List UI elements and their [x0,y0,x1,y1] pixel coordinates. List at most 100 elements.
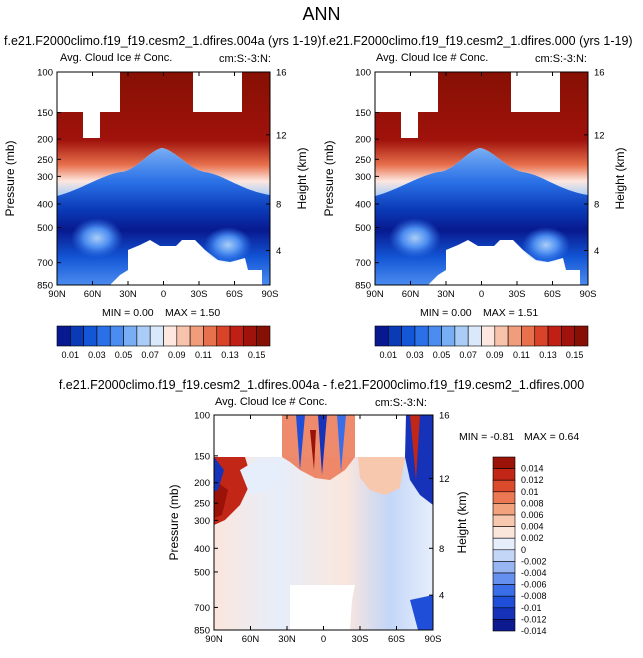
colorbar-swatch [96,325,111,347]
x-tick-label: 0 [161,289,166,300]
colorbar-swatch [427,325,442,347]
left-region-label: cm:S:-3:N: [219,53,271,65]
colorbar-swatch [243,325,257,347]
right-blob-sh [522,227,570,263]
y-tick-label: 400 [355,200,371,211]
y-right-tick-label: 4 [594,246,599,257]
y-tick-label: 250 [37,155,53,166]
x-tick-label: 90S [425,634,442,645]
y-tick-label: 700 [355,258,371,269]
colorbar-label: 0.01 [62,350,80,360]
x-tick-label: 60N [242,634,260,645]
y-tick-label: 200 [194,478,210,489]
y-right-tick-label: 16 [276,68,287,79]
y-tick-label: 850 [194,626,210,637]
x-tick-label: 30N [437,289,455,300]
y-right-tick-label: 4 [439,591,444,602]
colorbar-swatch [203,325,218,347]
y-tick-label: 500 [37,223,53,234]
x-tick-label: 90N [48,289,66,300]
x-tick-label: 30S [509,289,526,300]
right-region-label: cm:S:-3:N: [535,53,587,65]
y-tick-label: 150 [355,108,371,119]
x-tick-label: 90S [262,289,279,300]
colorbar-swatch [70,325,84,347]
colorbar-swatch [176,325,191,347]
y-right-tick-label: 8 [439,544,444,555]
panel-left-axes: 90N 60N 30N 0 30S 60S 90S 100 150 200 250 300 400 500… [3,68,309,301]
colorbar-label: 0.15 [248,350,266,360]
y-tick-label: 250 [355,155,371,166]
x-tick-label: 60S [388,634,405,645]
colorbar-swatch [441,325,456,347]
x-tick-label: 30N [119,289,137,300]
y-right-tick-label: 12 [276,130,287,141]
right-variable-label: Avg. Cloud Ice # Conc. [376,52,489,64]
colorbar-label: 0.13 [539,350,557,360]
colorbar-label: 0.13 [221,350,239,360]
y-tick-label: 700 [37,258,53,269]
y-tick-label: 300 [194,516,210,527]
colorbar-label: 0.05 [433,350,451,360]
page-title: ANN [302,4,341,24]
y-tick-label: 850 [37,281,53,292]
colorbar-swatch [467,325,482,347]
x-tick-label: 60N [402,289,420,300]
colorbar-swatch [83,325,98,347]
y-axis-title: Pressure (mb) [167,484,181,560]
x-tick-label: 60N [84,289,102,300]
left-contour-panel [56,71,271,286]
y-tick-label: 200 [355,135,371,146]
colorbar-label: 0.03 [406,350,424,360]
colorbar-label: 0.008 [521,498,544,508]
colorbar-label: 0.11 [513,350,530,360]
colorbar-swatch [492,514,516,527]
diff-case-title: f.e21.F2000climo.f19_f19.cesm2_1.dfires.… [58,378,585,392]
right-ice-upper-field [375,72,588,196]
x-tick-label: 60S [226,289,243,300]
panel-right-colorbar: 0.01 0.03 0.05 0.07 0.09 0.11 0.13 0.15 [374,325,589,360]
colorbar-label: 0.014 [521,464,544,474]
colorbar-swatch [492,572,516,585]
diff-variable-label: Avg. Cloud Ice # Conc. [215,396,328,408]
y-right-tick-label: 8 [594,200,599,211]
colorbar-swatch [492,549,516,562]
colorbar-swatch [229,325,244,347]
colorbar-swatch [401,325,416,347]
colorbar-swatch [414,325,429,347]
y-tick-label: 300 [37,172,53,183]
y-tick-label: 100 [355,68,371,79]
x-tick-label: 60S [544,289,561,300]
colorbar-label: -0.012 [521,614,547,624]
colorbar-label: -0.006 [521,580,547,590]
x-tick-label: 0 [321,634,326,645]
colorbar-swatch [481,325,496,347]
y-tick-label: 150 [194,451,210,462]
y-right-axis-title: Height (km) [613,147,627,209]
right-max-text: MAX = 1.51 [483,307,539,319]
x-tick-label: 0 [479,289,484,300]
right-case-title: f.e21.F2000climo.f19_f19.cesm2_1.dfires.… [322,34,633,48]
colorbar-label: 0.11 [195,350,212,360]
diff-max-text: MAX = 0.64 [524,431,580,443]
left-ice-upper-field [57,72,270,196]
x-tick-label: 90S [580,289,597,300]
x-tick-label: 90N [205,634,223,645]
colorbar-label: -0.004 [521,568,547,578]
colorbar-label: -0.002 [521,556,547,566]
colorbar-swatch [189,325,204,347]
y-right-axis-title: Height (km) [295,147,309,209]
colorbar-label: 0.05 [115,350,133,360]
diff-no-data-region [290,585,355,630]
colorbar-swatch [492,619,516,632]
left-case-title: f.e21.F2000climo.f19_f19.cesm2_1.dfires.… [4,34,322,48]
left-max-text: MAX = 1.50 [165,307,221,319]
colorbar-label: 0.09 [168,350,186,360]
y-right-tick-label: 16 [439,411,450,422]
colorbar-swatch [163,325,178,347]
colorbar-swatch [507,325,522,347]
colorbar-swatch [56,325,71,347]
colorbar-label: 0.004 [521,522,544,532]
diff-contour-panel [213,414,434,631]
left-blob-nh [71,218,123,258]
